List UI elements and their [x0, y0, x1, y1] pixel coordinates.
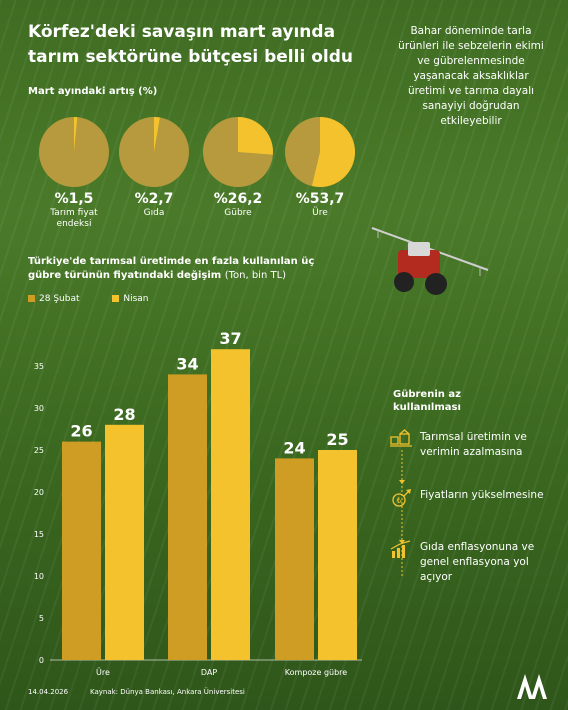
- pie-4: %53,7 Üre: [280, 116, 360, 219]
- tractor-image: [371, 227, 489, 295]
- footer-date: 14.04.2026: [28, 688, 69, 696]
- bar-value-label: 24: [283, 438, 305, 457]
- pie-chart: [285, 117, 355, 187]
- footer-source: Kaynak: Dünya Bankası, Ankara Üniversite…: [90, 688, 245, 696]
- gubre-item-1: Tarımsal üretimin ve verimin azalmasına: [420, 431, 527, 458]
- y-tick-label: 20: [34, 488, 44, 497]
- gubre-item-3: Gıda enflasyonuna ve genel enflasyona yo…: [420, 541, 535, 583]
- inflation-icon: [390, 540, 411, 558]
- pie-category-label: Üre: [312, 208, 328, 218]
- bar-value-label: 37: [219, 329, 241, 348]
- y-tick-label: 35: [34, 362, 44, 371]
- legend-item-apr: Nisan: [112, 294, 149, 304]
- bar-value-label: 34: [176, 354, 198, 373]
- bar-chart: 0 5 10 15 20 25 30 35 26 28 Üre 34 37 DAP 24 25 Kompoze …: [34, 329, 362, 677]
- y-tick-label: 5: [39, 614, 44, 623]
- y-tick-label: 25: [34, 446, 44, 455]
- flow-connector: [399, 450, 405, 576]
- chart-legend: 28 Şubat Nisan: [28, 294, 179, 304]
- bar-value-label: 26: [70, 422, 92, 441]
- x-category-label: DAP: [201, 668, 217, 677]
- pie-1: %1,5 Tarım fiyat endeksi: [34, 116, 114, 230]
- bar-feb: [168, 374, 207, 660]
- legend-swatch-feb: [28, 295, 35, 302]
- gubre-item-2: Fiyatların yükselmesine: [420, 489, 544, 501]
- pie-chart: [203, 117, 273, 187]
- pie-value-label: %2,7: [134, 191, 174, 207]
- gubre-title: Gübrenin az kullanılması: [393, 389, 461, 413]
- bar-feb: [275, 458, 314, 660]
- y-tick-label: 10: [34, 572, 44, 581]
- pie-slice: [311, 117, 355, 187]
- pie-3: %26,2 Gübre: [198, 116, 278, 219]
- bar-value-label: 28: [113, 405, 135, 424]
- pie-value-label: %1,5: [54, 191, 94, 207]
- pie-2: %2,7 Gıda: [114, 116, 194, 219]
- bar-value-label: 25: [326, 430, 348, 449]
- bar-apr: [105, 424, 144, 660]
- chart-unit: (Ton, bin TL): [224, 270, 287, 281]
- pie-value-label: %26,2: [213, 191, 263, 207]
- pie-category-label: Gıda: [143, 208, 165, 218]
- pie-value-label: %53,7: [295, 191, 345, 207]
- pie-category-label: Tarım fiyat endeksi: [50, 208, 98, 229]
- legend-item-feb: 28 Şubat: [28, 294, 80, 304]
- pie-category-label: Gübre: [224, 208, 252, 218]
- x-category-label: Kompoze gübre: [285, 668, 348, 677]
- bar-feb: [62, 441, 101, 660]
- pie-slice: [74, 117, 78, 152]
- pie-slice: [154, 117, 160, 152]
- bar-apr: [318, 450, 357, 660]
- y-tick-label: 0: [39, 656, 44, 665]
- aa-logo: [517, 674, 547, 699]
- legend-label-apr: Nisan: [123, 294, 149, 304]
- chart-title-text: Türkiye'de tarımsal üretimde en fazla ku…: [28, 256, 315, 281]
- price-rise-icon: ₺: [392, 489, 411, 507]
- legend-label-feb: 28 Şubat: [39, 294, 80, 304]
- x-category-label: Üre: [96, 667, 110, 677]
- y-tick-label: 30: [34, 404, 44, 413]
- legend-swatch-apr: [112, 295, 120, 302]
- pie-chart: [39, 117, 109, 187]
- side-note: Bahar döneminde tarla ürünleri ile sebze…: [398, 25, 544, 127]
- y-tick-label: 15: [34, 530, 44, 539]
- svg-text:₺: ₺: [397, 496, 402, 505]
- pie-slice: [238, 117, 273, 155]
- page-title: Körfez'deki savaşın mart ayında tarım se…: [28, 22, 353, 67]
- farm-production-icon: [390, 429, 412, 447]
- pies-subtitle: Mart ayındaki artış (%): [28, 86, 158, 97]
- bar-apr: [211, 349, 250, 660]
- pie-chart: [119, 117, 189, 187]
- chart-title: Türkiye'de tarımsal üretimde en fazla ku…: [28, 255, 328, 283]
